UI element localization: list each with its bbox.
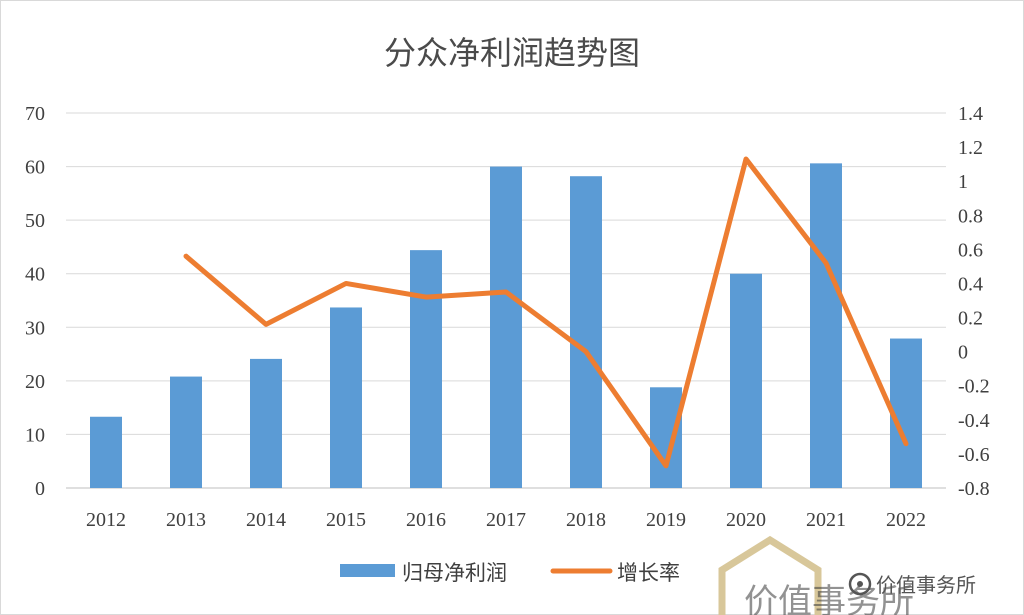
left-tick-label: 30 [25,317,45,339]
watermark-logo-text: 价值事务所 [744,582,914,615]
x-tick-label: 2018 [566,509,606,531]
right-tick-label: -0.2 [958,376,990,398]
right-tick-label: 0.2 [958,308,983,330]
left-axis: 0 10 20 30 40 50 60 70 [25,103,45,500]
right-tick-label: -0.4 [958,410,990,432]
x-tick-label: 2015 [326,509,366,531]
right-tick-label: -0.8 [958,478,990,500]
watermark-logo-house-icon [718,535,822,615]
weibo-icon-dot [857,581,863,587]
bar-series [90,163,922,489]
left-tick-label: 40 [25,264,45,286]
bar [650,387,682,488]
x-tick-label: 2017 [486,509,526,531]
bar [410,250,442,488]
weibo-icon [848,572,872,596]
bar [490,166,522,489]
watermark: 价值事务所 价值事务所 [718,535,976,615]
legend: 归母净利润 增长率 [340,561,680,585]
left-tick-label: 70 [25,103,45,125]
right-tick-label: 0.8 [958,205,983,227]
bar [730,273,762,488]
x-tick-label: 2014 [246,509,286,531]
left-tick-label: 50 [25,210,45,232]
x-tick-label: 2020 [726,509,766,531]
x-tick-label: 2021 [806,509,846,531]
chart-title: 分众净利润趋势图 [384,34,640,72]
x-tick-label: 2022 [886,509,926,531]
x-tick-label: 2013 [166,509,206,531]
right-tick-label: 1.4 [958,103,983,125]
bar [250,358,282,488]
x-tick-label: 2019 [646,509,686,531]
x-tick-label: 2012 [86,509,126,531]
right-tick-label: 1 [958,171,968,193]
line-series [183,156,909,469]
left-tick-label: 10 [25,424,45,446]
right-tick-label: 0.4 [958,273,983,295]
left-tick-label: 0 [35,478,45,500]
x-tick-label: 2016 [406,509,446,531]
right-axis: -0.8 -0.6 -0.4 -0.2 0 0.2 0.4 0.6 0.8 1 1.2 1.4 [958,103,990,500]
left-tick-label: 20 [25,371,45,393]
growth-line [183,156,909,469]
bar [810,163,842,488]
bar [570,176,602,488]
left-tick-label: 60 [25,157,45,179]
legend-line-label: 增长率 [617,561,680,585]
watermark-text: 价值事务所 [876,573,976,597]
bar [170,376,202,488]
bar [330,307,362,488]
legend-bar-swatch [340,564,395,577]
bar [90,416,122,488]
right-tick-label: -0.6 [958,444,990,466]
legend-bar-label: 归母净利润 [402,561,507,585]
bar [890,338,922,488]
x-axis: 2012 2013 2014 2015 2016 2017 2018 2019 2020 2021… [86,509,926,531]
right-tick-label: 0.6 [958,239,983,261]
right-tick-label: 0 [958,342,968,364]
right-tick-label: 1.2 [958,137,983,159]
